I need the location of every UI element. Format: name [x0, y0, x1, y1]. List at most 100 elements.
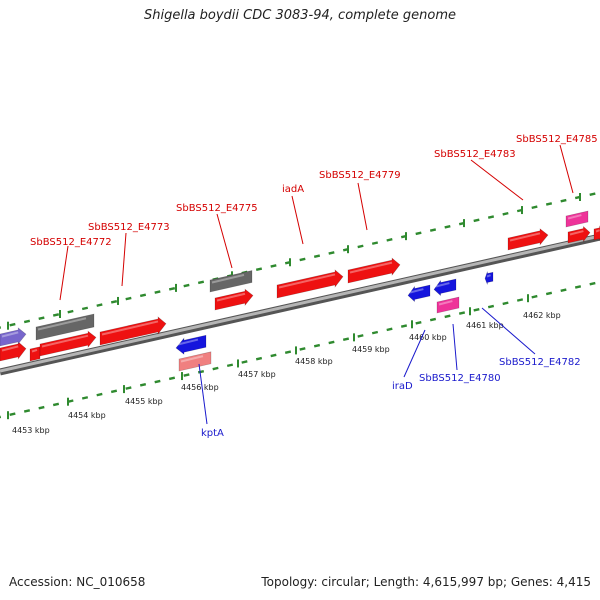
scale-label: 4455 kbp	[125, 397, 163, 406]
reverse-tick-dot	[212, 366, 219, 371]
cds-red-shine	[101, 320, 159, 336]
reverse-tick-dot	[270, 353, 277, 358]
leader-line	[121, 232, 127, 287]
reverse-tick-dot	[458, 311, 466, 315]
reverse-tick-dot	[38, 405, 45, 410]
forward-tick-dot	[270, 264, 277, 268]
forward-tick-dot	[96, 303, 103, 307]
cds-lightred-arrow	[178, 351, 212, 372]
reverse-tick-dot	[328, 340, 335, 345]
forward-tick-dot	[429, 228, 437, 232]
cds-red-arrow	[347, 257, 401, 284]
map-title: Shigella boydii CDC 3083-94, complete ge…	[143, 8, 457, 23]
cds-purple-shine	[1, 331, 19, 338]
reverse-tick-dot	[342, 337, 350, 341]
leader-line	[403, 329, 426, 378]
cds-red-arrow	[593, 225, 600, 241]
scale-label: 4461 kbp	[466, 321, 504, 330]
reverse-tick-dot	[168, 376, 176, 381]
scale-label: 4453 kbp	[12, 426, 50, 435]
scale-labels: 4453 kbp 4454 kbp 4455 kbp 4456 kbp 4457 kbp…	[12, 311, 561, 435]
cds-red-arrow	[29, 346, 41, 362]
cds-blue-arrow	[433, 278, 457, 297]
forward-tick-dot	[415, 231, 422, 236]
cds-blue-arrow	[484, 271, 494, 285]
forward-tick-dot	[81, 306, 89, 311]
reverse-tick-dot	[23, 409, 31, 413]
forward-tick-dot	[473, 218, 480, 223]
cds-red-shine	[569, 230, 584, 236]
cds-red-shine	[216, 292, 246, 302]
leader-line	[452, 323, 458, 371]
cds-red-arrow	[99, 316, 167, 346]
forward-tick-dot	[154, 290, 161, 294]
cds-gray-shine	[37, 317, 87, 331]
forward-tick-dot	[168, 286, 176, 291]
forward-tick-dot	[255, 267, 263, 272]
scale-label: 4454 kbp	[68, 411, 106, 420]
gene-label-forward: SbBS512_E4772	[30, 237, 112, 248]
cds-red-shine	[31, 348, 38, 353]
forward-tick-dot	[545, 202, 553, 206]
leader-line	[559, 144, 574, 194]
cds-gray-arrow	[209, 270, 253, 293]
forward-tick-dot	[139, 293, 147, 298]
reverse-tick-dot	[400, 324, 408, 328]
forward-tick-dot	[67, 309, 74, 314]
reverse-tick-dot	[386, 327, 393, 332]
cds-red-arrow	[39, 330, 97, 357]
reverse-tick-dot	[255, 356, 263, 361]
forward-tick-dot	[386, 238, 393, 242]
reverse-tick-dot	[473, 307, 480, 312]
forward-scale-ticks	[0, 192, 596, 330]
leader-line	[291, 195, 304, 245]
forward-tick-dot	[52, 313, 60, 317]
cds-blue-shine	[177, 338, 199, 346]
scale-label: 4460 kbp	[409, 333, 447, 342]
reverse-tick-dot	[154, 379, 161, 384]
reverse-tick-dot	[226, 363, 234, 368]
gene-label-forward: SbBS512_E4779	[319, 170, 401, 181]
gene-label-forward: SbBS512_E4773	[88, 222, 170, 233]
cds-purple-arrow	[0, 327, 27, 347]
reverse-tick-dot	[284, 350, 292, 355]
reverse-tick-dot	[371, 330, 379, 335]
reverse-scale-ticks	[0, 281, 596, 420]
reverse-tick-dot	[197, 369, 205, 374]
forward-tick-dot	[444, 225, 451, 229]
leader-line	[481, 307, 536, 355]
reverse-tick-dot	[125, 386, 132, 390]
reverse-tick-dot	[52, 402, 60, 407]
accession-text: Accession: NC_010658	[9, 575, 146, 589]
reverse-tick-dot	[139, 383, 147, 387]
scale-label: 4462 kbp	[523, 311, 561, 320]
gene-label-forward: SbBS512_E4785	[516, 134, 598, 145]
gene-label-reverse: SbBS512_E4780	[419, 373, 501, 384]
cds-gray-shine	[211, 273, 245, 284]
cds-red-arrow	[507, 228, 549, 251]
cds-red-arrow	[567, 225, 591, 244]
forward-tick-dot	[197, 280, 205, 285]
reverse-tick-dot	[0, 415, 2, 419]
gene-features	[0, 210, 600, 372]
cds-red-shine	[595, 229, 600, 233]
cds-red-arrow	[214, 288, 254, 311]
reverse-tick-dot	[357, 334, 364, 338]
reverse-tick-dot	[299, 347, 306, 351]
gene-label-forward: SbBS512_E4783	[434, 149, 516, 160]
scale-label: 4456 kbp	[181, 383, 219, 392]
cds-red-shine	[278, 273, 336, 289]
cds-pink-arrow	[565, 210, 589, 228]
label-leader-lines	[59, 144, 574, 425]
reverse-tick-dot	[110, 389, 118, 394]
forward-tick-dot	[125, 296, 132, 301]
cds-pink-arrow	[436, 296, 460, 314]
gene-label-reverse: SbBS512_E4782	[499, 357, 581, 368]
gene-label-forward: SbBS512_E4775	[176, 203, 258, 214]
gene-label-forward: iadA	[282, 184, 304, 195]
forward-tick-dot	[560, 198, 567, 203]
reverse-tick-dot	[241, 360, 248, 364]
forward-tick-dot	[110, 300, 118, 304]
leader-line	[216, 213, 233, 269]
